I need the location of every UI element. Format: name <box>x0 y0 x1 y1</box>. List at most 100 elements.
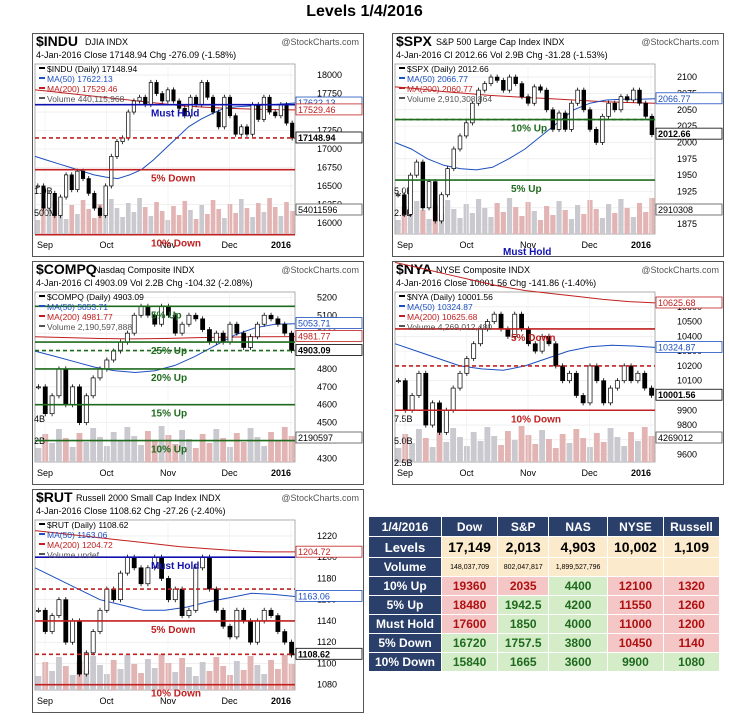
price-candle <box>171 89 176 102</box>
volume-bar <box>395 448 402 462</box>
price-candle <box>457 135 463 150</box>
volume-bar <box>247 428 254 462</box>
row-label: Volume <box>368 557 442 577</box>
legend-entry: $COMPQ (Daily) 4903.09 <box>47 292 144 302</box>
chart-watermark: @StockCharts.com <box>641 37 719 47</box>
price-candle <box>36 609 41 612</box>
price-candle <box>137 96 142 102</box>
legend-entry: Volume 4,269,012,480 <box>407 322 492 332</box>
chart-info-line: 4-Jan-2016 Cl 2012.66 Vol 2.9B Chg -31.2… <box>396 50 608 60</box>
volume-bar <box>144 431 151 462</box>
table-header: Dow <box>440 516 499 537</box>
table-date: 1/4/2016 <box>368 516 442 537</box>
nya-chart: $NYA NYSE Composite INDX @StockCharts.com 4… <box>394 262 723 478</box>
value-tag-box <box>655 296 723 309</box>
price-candle <box>41 185 46 209</box>
volume-bar <box>506 198 513 234</box>
volume-bar <box>531 211 537 234</box>
price-candle <box>612 102 617 111</box>
legend-swatch <box>39 325 45 327</box>
volume-bar <box>504 431 511 462</box>
y-tick-label: 1950 <box>677 170 697 180</box>
price-candle <box>580 395 586 404</box>
level-label: 5% Down <box>511 333 555 344</box>
volume-bar <box>568 219 575 234</box>
price-candle <box>90 631 96 654</box>
volume-bar <box>445 200 451 234</box>
row-label: 10% Down <box>368 652 442 672</box>
price-candle <box>289 641 294 656</box>
price-candle <box>402 194 407 215</box>
volume-bar <box>165 435 172 462</box>
x-tick-label: Nov <box>160 468 177 478</box>
volume-bar <box>151 440 158 462</box>
volume-bar <box>188 210 193 234</box>
volume-bar <box>580 438 587 462</box>
volume-tag: 2190597 <box>298 433 333 443</box>
level-label: 10% Up <box>511 124 547 135</box>
x-tick-label: Nov <box>160 240 177 250</box>
rut-chart-panel: $RUT Russell 2000 Small Cap Index INDX @St… <box>32 489 364 713</box>
volume-bar <box>274 441 281 462</box>
volume-bar <box>457 218 463 234</box>
ma200-line <box>34 530 295 553</box>
price-candle <box>532 343 538 352</box>
price-candle <box>539 335 545 352</box>
price-candle <box>109 156 114 187</box>
level-value: 3800 <box>548 633 608 653</box>
price-candle <box>222 96 227 128</box>
legend-swatch <box>39 543 45 545</box>
volume-bar <box>75 214 80 234</box>
volume-bar <box>450 428 457 462</box>
price-candle <box>172 314 178 334</box>
ma50-line <box>394 98 656 171</box>
volume-tick-label: 4B <box>34 414 45 424</box>
level-value: 1200 <box>663 614 720 634</box>
volume-bar <box>165 663 172 690</box>
y-tick-label: 16750 <box>317 162 342 172</box>
legend-entry: $RUT (Daily) 1108.62 <box>47 520 129 530</box>
volume-bar <box>114 208 120 234</box>
legend-entry: MA(50) 5053.71 <box>47 302 108 312</box>
y-tick-label: 16000 <box>317 218 342 228</box>
price-candle <box>587 365 593 404</box>
volume-bar <box>247 656 254 690</box>
volume-bar <box>186 439 192 462</box>
level-value: 11550 <box>606 595 665 615</box>
value-tag: 5053.71 <box>298 319 331 329</box>
volume-bar <box>621 446 628 462</box>
volume-bar <box>62 438 69 462</box>
value-tag: 17622.13 <box>298 98 336 108</box>
price-candle <box>525 96 531 104</box>
legend-entry: MA(200) 10625.68 <box>407 312 478 322</box>
level-label: 10% Down <box>151 239 201 250</box>
y-tick-label: 1975 <box>677 154 697 164</box>
legend-swatch <box>399 67 405 69</box>
volume-bar <box>422 438 429 462</box>
level-value: 2035 <box>497 576 550 596</box>
legend-swatch <box>39 67 45 69</box>
volume-bar <box>69 205 75 234</box>
price-candle <box>416 372 422 396</box>
value-tag: 4903.09 <box>298 345 331 355</box>
x-tick-label: Oct <box>99 468 114 478</box>
volume-bar <box>488 217 494 234</box>
price-candle <box>278 104 283 117</box>
volume-bar <box>566 443 573 462</box>
volume-bar <box>216 209 222 234</box>
volume-bar <box>213 657 220 690</box>
price-candle <box>628 365 634 382</box>
price-candle <box>111 350 117 361</box>
level-label: 10% Up <box>151 445 187 456</box>
level-rows: 10% Up 19360 2035 4400 12100 1320 5% Up 18480 19… <box>368 576 720 672</box>
indu-chart-panel: $INDU DJIA INDX @StockCharts.com 4-Jan-2016… <box>32 33 364 257</box>
value-tag-box <box>295 647 363 660</box>
legend-swatch <box>399 295 405 297</box>
volume-bar <box>222 218 227 234</box>
price-candle <box>172 588 178 601</box>
volume-bar <box>281 427 288 462</box>
chart-info-line: 4-Jan-2016 Close 10001.56 Chg -141.86 (-… <box>396 278 596 288</box>
volume-bar <box>587 200 593 234</box>
price-candle <box>213 332 219 343</box>
chart-subtitle: DJIA INDX <box>85 37 128 47</box>
